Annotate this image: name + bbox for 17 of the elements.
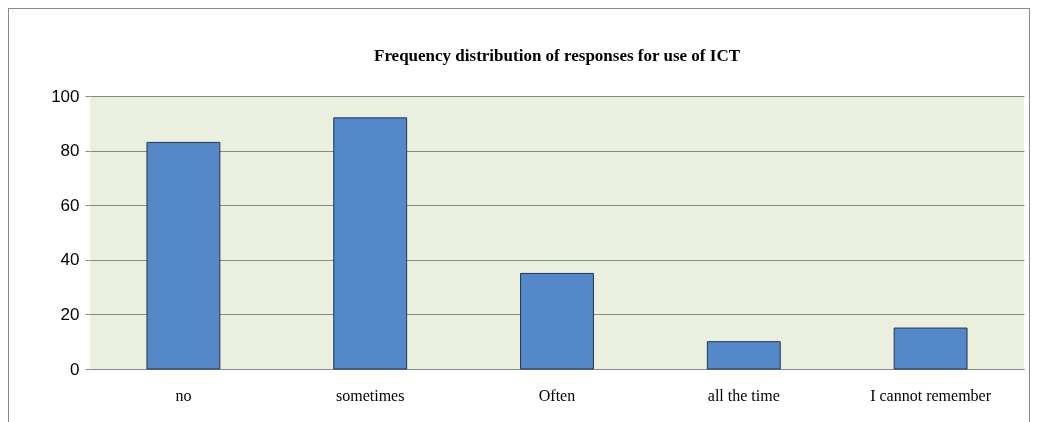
chart-title: Frequency distribution of responses for use of ICT bbox=[374, 46, 741, 65]
bar bbox=[333, 117, 408, 370]
y-tick-label: 100 bbox=[51, 86, 80, 106]
y-tick-label: 60 bbox=[60, 195, 80, 215]
y-tick-label: 0 bbox=[70, 359, 80, 379]
x-tick-label: sometimes bbox=[335, 386, 405, 404]
x-tick-label: I cannot remember bbox=[870, 386, 992, 404]
x-tick-label: Often bbox=[538, 386, 576, 404]
bar bbox=[146, 141, 221, 370]
y-tick-label: 20 bbox=[60, 304, 80, 324]
x-tick-label: all the time bbox=[707, 386, 780, 404]
y-tick-label: 80 bbox=[60, 141, 80, 161]
bar bbox=[893, 327, 968, 370]
x-tick-label: no bbox=[175, 386, 192, 404]
bar bbox=[706, 341, 781, 370]
bar bbox=[520, 272, 594, 370]
y-tick-label: 40 bbox=[60, 250, 80, 270]
